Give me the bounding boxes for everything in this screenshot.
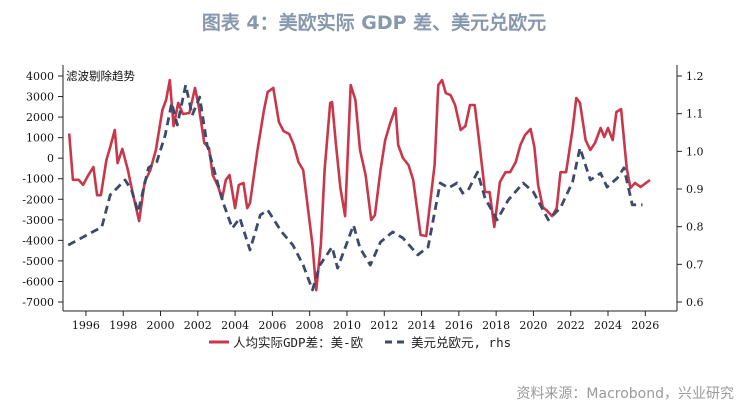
y-right-tick-label: 0.8 xyxy=(686,221,704,234)
x-tick-label: 2000 xyxy=(147,319,175,332)
y-left-tick-label: 4000 xyxy=(26,70,54,83)
chart-title: 图表 4：美欧实际 GDP 差、美元兑欧元 xyxy=(201,12,547,34)
gdp-diff-line xyxy=(67,78,651,292)
legend: 人均实际GDP差：美-欧 美元兑欧元, rhs xyxy=(209,335,511,350)
y-left-tick-label: 2000 xyxy=(26,111,54,124)
x-tick-label: 2018 xyxy=(482,319,510,332)
x-tick-label: 2014 xyxy=(408,319,436,332)
y-right-tick-label: 0.7 xyxy=(686,258,704,271)
x-tick-label: 2016 xyxy=(445,319,473,332)
usd-eur-line xyxy=(67,83,643,292)
legend-label-gdp: 人均实际GDP差：美-欧 xyxy=(233,335,364,350)
y-left-tick-label: -2000 xyxy=(22,193,54,206)
source-note: 资料来源：Macrobond，兴业研究 xyxy=(516,386,734,402)
chart-annotation: 滤波剔除趋势 xyxy=(66,69,135,83)
x-tick-label: 1998 xyxy=(109,319,137,332)
x-tick-label: 2012 xyxy=(370,319,398,332)
series xyxy=(67,78,651,292)
x-tick-label: 2022 xyxy=(557,319,585,332)
x-tick-label: 2024 xyxy=(594,319,622,332)
y-left-tick-label: 0 xyxy=(47,152,54,165)
y-left-tick-label: -5000 xyxy=(22,255,54,268)
y-right-tick-label: 1.0 xyxy=(686,145,704,158)
axes: 4000 3000 2000 1000 0 -1000 -2000 -3000 -4000 -50… xyxy=(22,65,704,332)
x-tick-label: 2008 xyxy=(296,319,324,332)
y-left-tick-label: 3000 xyxy=(26,91,54,104)
legend-label-fx: 美元兑欧元, rhs xyxy=(411,335,511,350)
x-tick-label: 2020 xyxy=(519,319,547,332)
y-right-tick-label: 0.6 xyxy=(686,296,704,309)
y-right-tick-label: 0.9 xyxy=(686,183,704,196)
x-tick-label: 2010 xyxy=(333,319,361,332)
x-tick-label: 2006 xyxy=(258,319,286,332)
y-left-tick-label: 1000 xyxy=(26,132,54,145)
y-left-tick-label: -4000 xyxy=(22,234,54,247)
x-tick-label: 2002 xyxy=(184,319,212,332)
y-left-tick-label: -1000 xyxy=(22,173,54,186)
chart: 4000 3000 2000 1000 0 -1000 -2000 -3000 -4000 -50… xyxy=(22,65,704,350)
y-left-tick-label: -6000 xyxy=(22,275,54,288)
x-tick-label: 2026 xyxy=(631,319,659,332)
y-left-tick-label: -3000 xyxy=(22,214,54,227)
y-right-tick-label: 1.1 xyxy=(686,108,704,121)
y-left-tick-label: -7000 xyxy=(22,296,54,309)
y-right-tick-label: 1.2 xyxy=(686,70,704,83)
x-tick-label: 1996 xyxy=(72,319,100,332)
x-tick-label: 2004 xyxy=(221,319,249,332)
